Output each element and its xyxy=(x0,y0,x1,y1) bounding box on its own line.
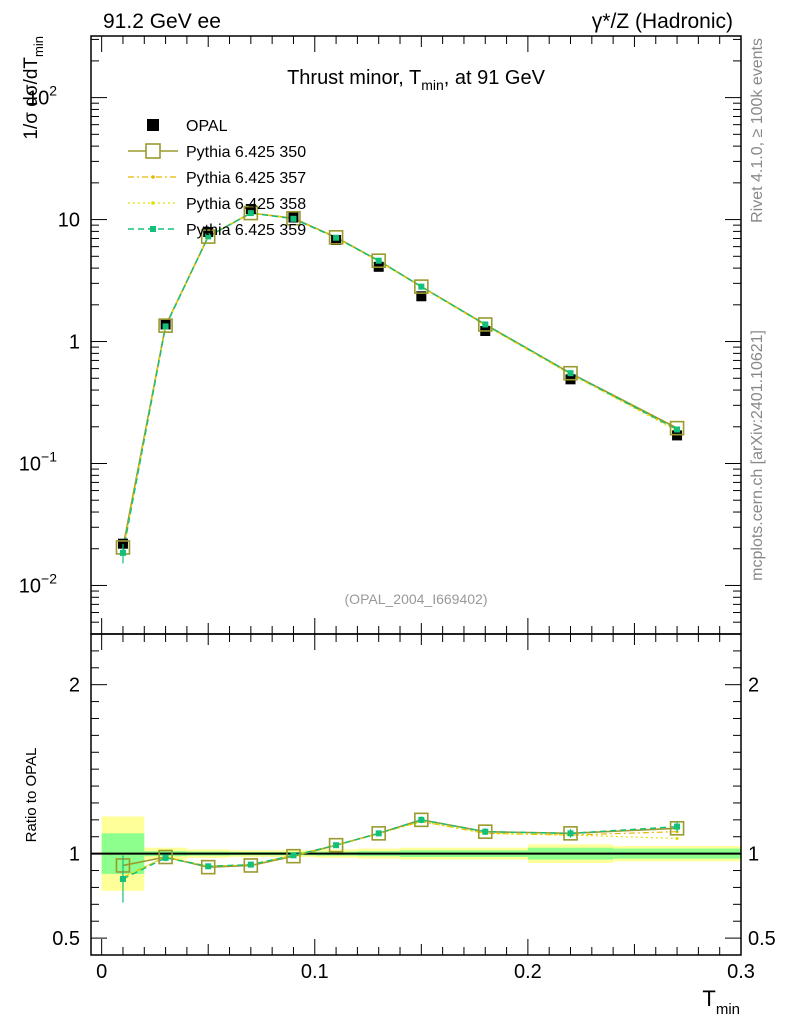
p359-point xyxy=(162,323,169,330)
y-tick-label: 1 xyxy=(69,332,80,354)
ratio-p359-point xyxy=(333,842,340,849)
p350-point xyxy=(669,420,685,436)
ratio-p358-point xyxy=(675,836,679,841)
p350-point xyxy=(328,230,344,245)
ratio-y-tick-label-left: 0.5 xyxy=(52,928,80,950)
legend: OPAL Pythia 6.425 350 Pythia 6.425 357 Pyth… xyxy=(128,118,306,239)
ratio-p359-point xyxy=(482,828,489,835)
p350-point xyxy=(563,365,578,381)
p359-point xyxy=(247,210,254,217)
y-tick-label: 102 xyxy=(27,83,57,110)
main-points xyxy=(115,204,685,564)
ratio-p350-point xyxy=(243,858,259,873)
ratio-axis-ticks xyxy=(91,633,742,956)
ratio-y-axis-label: Ratio to OPAL xyxy=(23,748,40,843)
opal-point xyxy=(117,538,128,549)
legend-marker-p359 xyxy=(150,226,156,232)
legend-marker-p358 xyxy=(151,201,155,205)
x-axis-label: Tmin xyxy=(702,986,740,1018)
main-curves xyxy=(122,212,678,554)
p359-point xyxy=(482,321,489,328)
p359-point xyxy=(205,233,212,240)
ratio-y-tick-label-left: 2 xyxy=(69,675,80,697)
legend-label: OPAL xyxy=(186,118,228,135)
ratio-y-tick-label-left: 1 xyxy=(69,844,80,866)
ratio-p350-point xyxy=(328,837,344,853)
x-tick-label: 0.1 xyxy=(301,961,329,983)
ratio-p350-point xyxy=(477,824,493,839)
ratio-plot-frame xyxy=(90,633,742,956)
ratio-p359-point xyxy=(567,830,574,837)
main-y-axis-label: 1/σ dσ/dTmin xyxy=(21,36,46,140)
analysis-watermark: (OPAL_2004_I669402) xyxy=(345,591,488,607)
legend-label: Pythia 6.425 357 xyxy=(186,170,306,187)
ratio-p350-point xyxy=(414,812,429,828)
p359-point xyxy=(333,234,340,241)
ratio-p359-point xyxy=(418,816,425,823)
main-plot-panel: 10−2 10−1 1 10 102 Thrust minor, Tmin, at 91… xyxy=(19,35,742,635)
curve-p358 xyxy=(122,212,678,552)
header-right: γ*/Z (Hadronic) xyxy=(592,10,733,33)
ratio-p350-point xyxy=(158,849,173,865)
p359-point xyxy=(674,426,681,433)
ratio-p350-point xyxy=(371,826,387,841)
y-tick-label: 10 xyxy=(58,210,80,232)
p350-point xyxy=(243,205,259,221)
ratio-tick-labels: 0.5 0.5 1 1 2 2 0 0.1 0.2 0.3 xyxy=(52,675,776,983)
y-tick-label: 10−2 xyxy=(19,570,57,597)
ratio-p359-point xyxy=(290,852,297,859)
main-axis-ticks xyxy=(91,36,742,635)
rivet-label: Rivet 4.1.0, ≥ 100k events xyxy=(749,38,766,223)
legend-marker-p350 xyxy=(145,143,161,159)
p350-point xyxy=(200,229,216,244)
p350-point xyxy=(158,318,173,333)
legend-marker-p357 xyxy=(151,175,155,179)
header-left: 91.2 GeV ee xyxy=(103,10,221,33)
curve-p359 xyxy=(122,212,678,554)
legend-marker-opal xyxy=(147,119,159,131)
ratio-p350-point xyxy=(200,859,216,875)
opal-point xyxy=(245,204,256,215)
p350-point xyxy=(414,279,429,294)
ratio-p350-point xyxy=(286,848,301,864)
curve-p357 xyxy=(122,212,678,552)
mcplots-label: mcplots.cern.ch [arXiv:2401.10621] xyxy=(749,330,766,581)
curve-p350 xyxy=(122,212,678,548)
x-tick-label: 0.3 xyxy=(727,961,755,983)
opal-point xyxy=(416,291,427,302)
ratio-y-tick-label-right: 0.5 xyxy=(748,928,776,950)
ratio-p359-point xyxy=(375,830,382,837)
p359-point xyxy=(418,283,425,290)
ratio-p359-point xyxy=(205,863,212,870)
x-tick-label: 0 xyxy=(96,961,107,983)
p350-point xyxy=(371,253,387,269)
ratio-y-tick-label-right: 2 xyxy=(748,675,759,697)
p359-point xyxy=(290,215,297,222)
p359-point xyxy=(375,257,382,264)
ratio-p359-point xyxy=(162,854,169,861)
x-tick-label: 0.2 xyxy=(514,961,542,983)
main-title: Thrust minor, Tmin, at 91 GeV xyxy=(287,67,546,93)
p359-point xyxy=(567,370,574,377)
p350-point xyxy=(286,210,301,226)
legend-label: Pythia 6.425 358 xyxy=(186,196,306,213)
y-tick-label: 10−1 xyxy=(19,449,57,476)
opal-point xyxy=(203,227,214,238)
ratio-p359-point xyxy=(119,875,126,882)
ratio-p359-point xyxy=(674,823,681,830)
p350-point xyxy=(477,317,493,332)
ratio-p350-point xyxy=(563,826,578,841)
ratio-y-tick-label-right: 1 xyxy=(748,844,759,866)
ratio-p357-point xyxy=(675,830,679,834)
legend-label: Pythia 6.425 350 xyxy=(186,144,306,161)
ratio-points xyxy=(115,812,685,903)
ratio-p359-point xyxy=(247,861,254,868)
legend-label: Pythia 6.425 359 xyxy=(186,222,306,239)
ratio-plot-panel: 0.5 0.5 1 1 2 2 0 0.1 0.2 0.3 Ratio to OPAL Tmin xyxy=(23,633,776,1018)
main-y-tick-labels: 10−2 10−1 1 10 102 xyxy=(19,83,80,598)
